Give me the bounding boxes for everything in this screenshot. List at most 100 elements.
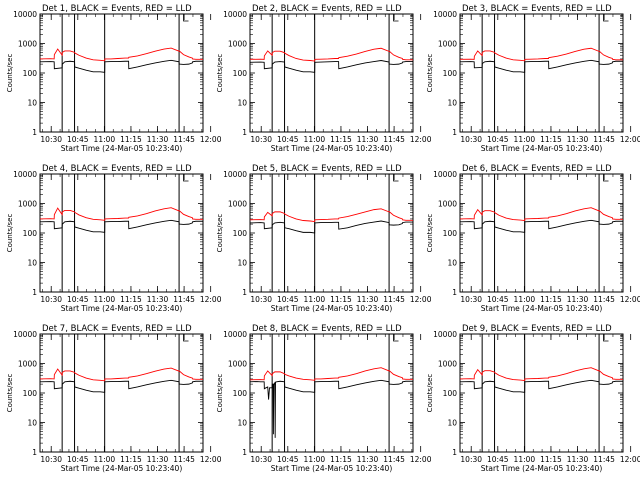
- y-tick-label: 100: [23, 229, 38, 238]
- events-series-line: [459, 59, 623, 73]
- y-axis-label: Counts/sec: [6, 214, 14, 253]
- top-corner-marker: [603, 334, 609, 342]
- x-axis-label: Start Time (24-Mar-05 10:23:40): [271, 464, 393, 473]
- lld-series-line: [459, 207, 623, 222]
- y-tick-label: 1000: [18, 360, 37, 369]
- y-tick-label: 1000: [228, 40, 247, 49]
- x-tick-label: 10:30: [460, 135, 482, 144]
- x-axis-label: Start Time (24-Mar-05 10:23:40): [481, 144, 603, 153]
- events-series-line: [39, 379, 203, 393]
- plot-frame: [39, 333, 204, 453]
- y-tick-label: 10: [27, 259, 37, 268]
- y-tick-label: 100: [233, 389, 248, 398]
- y-tick-label: 10: [447, 419, 457, 428]
- y-tick-label: 100: [443, 389, 458, 398]
- x-tick-label: 11:45: [383, 295, 405, 304]
- x-tick-label: 11:45: [593, 295, 615, 304]
- y-tick-label: 10: [237, 419, 247, 428]
- chart-title: Det 2, BLACK = Events, RED = LLD: [252, 4, 402, 14]
- events-series-line: [39, 219, 203, 233]
- chart-panel: Det 7, BLACK = Events, RED = LLD 1 10 100 10…: [6, 324, 222, 473]
- x-tick-label: 11:30: [357, 295, 379, 304]
- plot-frame: [459, 333, 624, 453]
- y-tick-label: 100: [233, 69, 248, 78]
- x-tick-label: 11:00: [94, 135, 116, 144]
- x-tick-label: 11:15: [120, 295, 142, 304]
- x-axis-label: Start Time (24-Mar-05 10:23:40): [61, 464, 183, 473]
- plot-frame: [459, 13, 624, 133]
- lld-series-line: [39, 367, 203, 382]
- top-corner-marker: [603, 174, 609, 182]
- x-tick-label: 10:30: [40, 455, 62, 464]
- y-tick-label: 10000: [13, 170, 37, 179]
- x-tick-label: 12:00: [200, 455, 222, 464]
- y-tick-label: 10: [237, 259, 247, 268]
- y-tick-label: 1000: [438, 360, 457, 369]
- x-tick-label: 11:15: [330, 295, 352, 304]
- x-tick-label: 10:45: [67, 295, 89, 304]
- x-axis-label: Start Time (24-Mar-05 10:23:40): [61, 144, 183, 153]
- x-tick-label: 11:30: [147, 295, 169, 304]
- events-series-line: [249, 220, 413, 234]
- y-tick-label: 10000: [433, 330, 457, 339]
- x-tick-label: 11:45: [593, 455, 615, 464]
- y-tick-label: 1: [452, 288, 457, 297]
- x-tick-label: 11:15: [540, 135, 562, 144]
- events-series-line: [39, 59, 203, 73]
- y-tick-label: 1000: [438, 200, 457, 209]
- x-tick-label: 12:00: [200, 295, 222, 304]
- y-tick-label: 1: [32, 288, 37, 297]
- chart-title: Det 1, BLACK = Events, RED = LLD: [42, 4, 192, 14]
- top-corner-marker: [393, 14, 399, 22]
- plot-frame: [249, 173, 414, 293]
- x-tick-label: 11:45: [173, 455, 195, 464]
- lld-series-line: [39, 47, 203, 62]
- lld-series-line: [249, 367, 413, 381]
- x-axis-label: Start Time (24-Mar-05 10:23:40): [271, 144, 393, 153]
- x-tick-label: 10:30: [40, 295, 62, 304]
- plot-frame: [459, 173, 624, 293]
- y-tick-label: 1: [452, 128, 457, 137]
- y-tick-label: 10000: [433, 170, 457, 179]
- y-tick-label: 10000: [223, 170, 247, 179]
- chart-title: Det 5, BLACK = Events, RED = LLD: [252, 164, 402, 174]
- x-tick-label: 10:30: [250, 135, 272, 144]
- y-tick-label: 10000: [13, 330, 37, 339]
- x-tick-label: 11:15: [120, 455, 142, 464]
- x-tick-label: 11:45: [173, 135, 195, 144]
- x-tick-label: 11:30: [357, 455, 379, 464]
- y-axis-label: Counts/sec: [426, 54, 434, 93]
- chart-title: Det 9, BLACK = Events, RED = LLD: [462, 324, 612, 334]
- x-tick-label: 10:45: [277, 135, 299, 144]
- x-tick-label: 10:45: [67, 455, 89, 464]
- y-tick-label: 100: [233, 229, 248, 238]
- x-axis-label: Start Time (24-Mar-05 10:23:40): [481, 304, 603, 313]
- y-tick-label: 1000: [228, 200, 247, 209]
- y-axis-label: Counts/sec: [216, 374, 224, 413]
- x-tick-label: 10:45: [487, 295, 509, 304]
- x-tick-label: 11:00: [514, 295, 536, 304]
- x-tick-label: 11:00: [94, 455, 116, 464]
- y-axis-label: Counts/sec: [6, 374, 14, 413]
- lld-series-line: [39, 207, 203, 221]
- chart-panel: Det 3, BLACK = Events, RED = LLD 1 10 100 10…: [426, 4, 640, 153]
- events-series-line: [249, 60, 413, 73]
- top-corner-marker: [393, 334, 399, 342]
- y-tick-label: 10000: [433, 10, 457, 19]
- y-tick-label: 1: [32, 128, 37, 137]
- plot-frame: [249, 13, 414, 133]
- events-series-line: [459, 219, 623, 233]
- y-tick-label: 10000: [223, 330, 247, 339]
- chart-title: Det 7, BLACK = Events, RED = LLD: [42, 324, 192, 334]
- x-tick-label: 11:15: [330, 455, 352, 464]
- x-tick-label: 11:15: [120, 135, 142, 144]
- y-tick-label: 10: [447, 259, 457, 268]
- y-tick-label: 10: [237, 99, 247, 108]
- y-axis-label: Counts/sec: [426, 374, 434, 413]
- y-tick-label: 1: [242, 128, 247, 137]
- y-tick-label: 1000: [228, 360, 247, 369]
- top-corner-marker: [393, 174, 399, 182]
- events-series-line: [249, 379, 413, 438]
- top-corner-marker: [183, 14, 189, 22]
- chart-panel: Det 8, BLACK = Events, RED = LLD 1 10 100 10…: [216, 324, 432, 473]
